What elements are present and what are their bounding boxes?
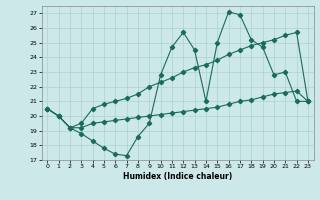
X-axis label: Humidex (Indice chaleur): Humidex (Indice chaleur) [123,172,232,181]
